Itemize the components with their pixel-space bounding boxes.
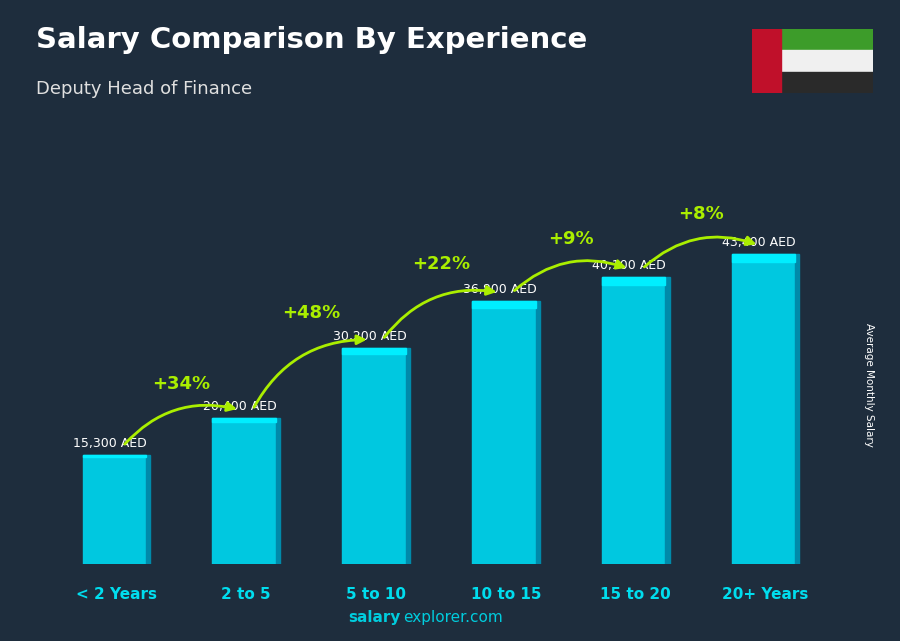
Bar bbox=[212, 418, 276, 564]
Bar bbox=[342, 348, 406, 354]
Text: 15 to 20: 15 to 20 bbox=[600, 587, 671, 602]
Bar bbox=[780, 50, 873, 72]
Text: 15,300 AED: 15,300 AED bbox=[73, 437, 147, 450]
Text: 2 to 5: 2 to 5 bbox=[221, 587, 271, 602]
Bar bbox=[602, 278, 665, 564]
Text: 10 to 15: 10 to 15 bbox=[471, 587, 541, 602]
Bar bbox=[780, 29, 873, 50]
Text: 5 to 10: 5 to 10 bbox=[346, 587, 406, 602]
Bar bbox=[602, 278, 665, 285]
Bar bbox=[276, 418, 280, 564]
Text: +8%: +8% bbox=[678, 205, 724, 223]
Text: Salary Comparison By Experience: Salary Comparison By Experience bbox=[36, 26, 587, 54]
Bar bbox=[732, 254, 796, 564]
Text: 20,400 AED: 20,400 AED bbox=[202, 400, 276, 413]
Bar bbox=[796, 254, 799, 564]
Bar bbox=[83, 454, 146, 564]
Text: < 2 Years: < 2 Years bbox=[76, 587, 157, 602]
Text: 36,800 AED: 36,800 AED bbox=[463, 283, 536, 296]
Text: 20+ Years: 20+ Years bbox=[723, 587, 809, 602]
Text: 30,200 AED: 30,200 AED bbox=[333, 330, 407, 343]
Text: explorer.com: explorer.com bbox=[403, 610, 503, 625]
Bar bbox=[536, 301, 540, 564]
Bar bbox=[406, 348, 410, 564]
Text: +48%: +48% bbox=[282, 304, 340, 322]
Bar bbox=[472, 301, 536, 564]
Text: Deputy Head of Finance: Deputy Head of Finance bbox=[36, 80, 252, 98]
Bar bbox=[212, 418, 276, 422]
Bar bbox=[780, 72, 873, 93]
Text: 43,400 AED: 43,400 AED bbox=[723, 236, 796, 249]
Text: salary: salary bbox=[348, 610, 400, 625]
Text: +34%: +34% bbox=[152, 375, 211, 393]
Text: Average Monthly Salary: Average Monthly Salary bbox=[863, 322, 874, 447]
Bar bbox=[83, 454, 146, 458]
Bar bbox=[752, 29, 780, 93]
Bar bbox=[732, 254, 796, 262]
Text: +9%: +9% bbox=[548, 230, 594, 248]
Bar bbox=[146, 454, 150, 564]
Text: +22%: +22% bbox=[412, 255, 470, 273]
Bar bbox=[472, 301, 536, 308]
Bar bbox=[665, 278, 670, 564]
Bar bbox=[342, 348, 406, 564]
Text: 40,100 AED: 40,100 AED bbox=[592, 260, 666, 272]
